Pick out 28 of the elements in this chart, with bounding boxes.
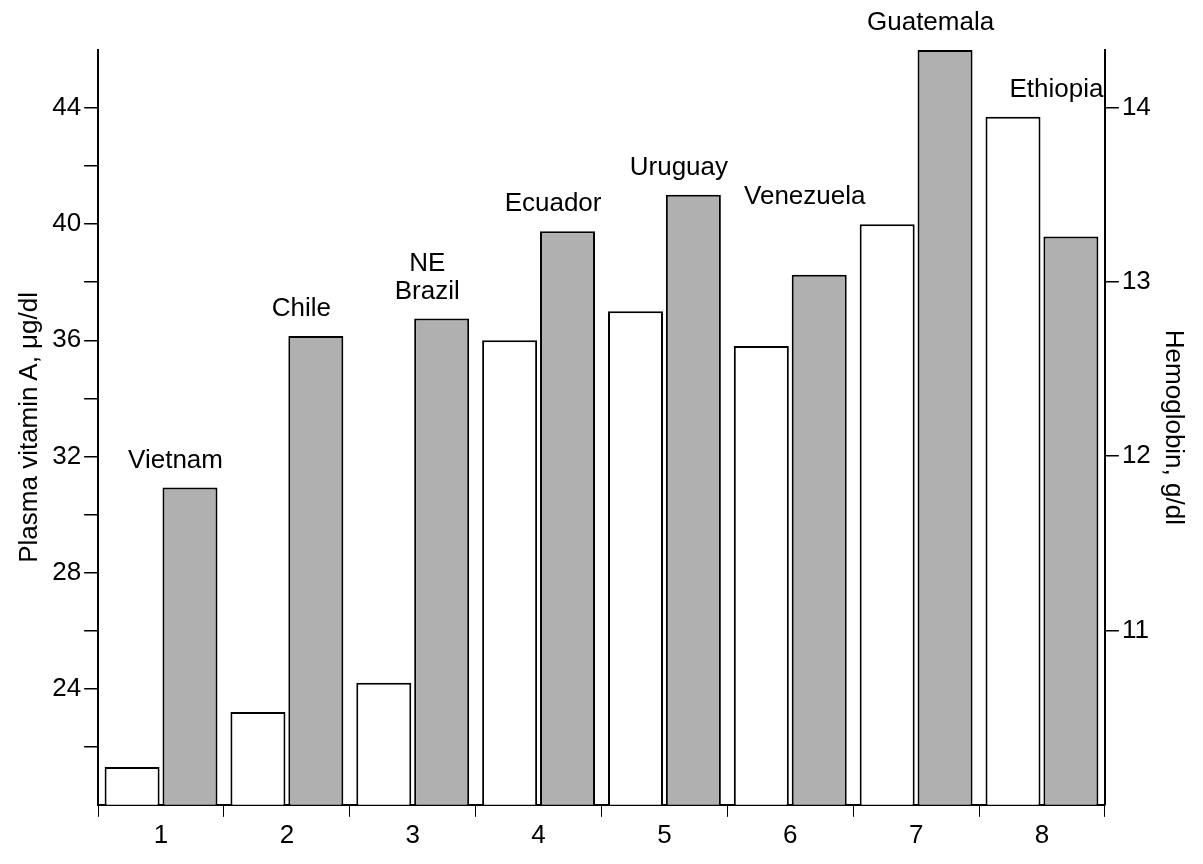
x-tick-label: 5	[657, 818, 672, 849]
annotation: Uruguay	[629, 150, 729, 181]
annotation: Ecuador	[504, 187, 602, 218]
y-tick-label: 28	[52, 555, 82, 586]
y2-tick-label: 11	[1121, 613, 1149, 644]
x-tick-label: 7	[908, 818, 924, 849]
annotation: Chile	[271, 292, 331, 323]
text: Guatemala	[866, 6, 995, 37]
x-tick-label: 3	[405, 818, 420, 849]
y2-axis-title: Hemoglobin, g/dl	[1160, 329, 1191, 525]
x-tick-label: 8	[1034, 818, 1050, 849]
y-tick-label: 40	[52, 207, 82, 238]
annotation: Venezuela	[744, 180, 866, 211]
y-axis-title: Plasma vitamin A, μg/dl	[12, 292, 43, 563]
y-tick-label: 24	[52, 671, 82, 702]
y2-tick-label: 12	[1121, 439, 1151, 470]
x-tick-label: 2	[279, 818, 295, 849]
x-tick-label: 4	[531, 818, 546, 849]
y-tick-label: 44	[52, 91, 82, 122]
annotation: Vietnam	[128, 443, 223, 474]
y-tick-label: 36	[52, 323, 82, 354]
y-tick-label: 32	[52, 439, 82, 470]
x-tick-label: 6	[783, 818, 798, 849]
y2-tick-label: 13	[1121, 265, 1151, 296]
x-tick-label: 1	[153, 818, 169, 849]
y2-tick-label: 14	[1121, 90, 1151, 121]
annotation: Ethiopia	[1009, 72, 1104, 103]
annotation: NE Brazil	[394, 246, 460, 305]
